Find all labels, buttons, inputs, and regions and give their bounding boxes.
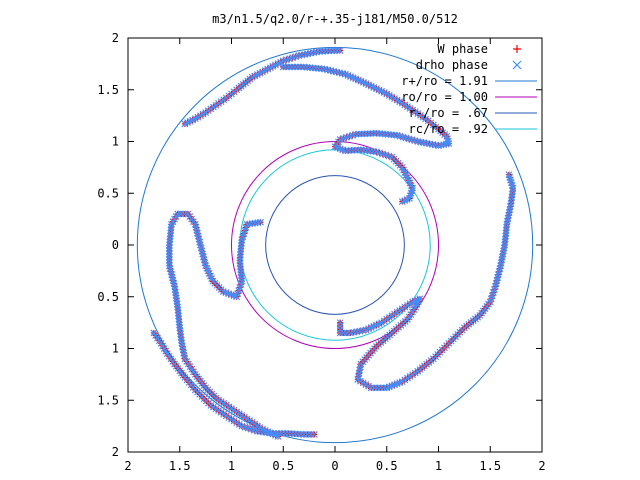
- drho-phase-point: [254, 219, 262, 227]
- drho-phase-point: [361, 130, 368, 138]
- drho-phase-point: [437, 141, 445, 149]
- drho-phase-point: [380, 384, 388, 392]
- drho-phase-point: [324, 47, 332, 55]
- axis-ticks: 2 1.5 1 0.5 0 0.5 1 1.5 221.510.500.511.52: [97, 31, 545, 473]
- drho-phase-point: [442, 140, 450, 148]
- legend: W phase drho phase r+/ro = 1.91 ro/ro = 1.0…: [401, 42, 537, 136]
- reference-circle-2: [265, 175, 405, 315]
- drho-phase-point: [275, 429, 283, 437]
- x-tick-label: 0: [331, 459, 338, 473]
- drho-phase-point: [165, 250, 173, 258]
- drho-phase-point: [355, 130, 363, 138]
- legend-label: ro/ro = 1.00: [401, 90, 488, 104]
- drho-phase-point: [358, 130, 366, 138]
- x-tick-label: 0.5: [376, 459, 398, 473]
- legend-label: r-/ro = .67: [409, 106, 488, 120]
- drho-phase-point: [319, 47, 326, 55]
- drho-phase-point: [333, 47, 341, 54]
- legend-label: W phase: [437, 42, 488, 56]
- x-tick-label: 1: [435, 459, 442, 473]
- drho-phase-point: [443, 132, 451, 140]
- y-tick-label: 0.5: [97, 290, 119, 304]
- drho-phase-point: [297, 63, 305, 71]
- drho-phase-point: [165, 247, 173, 255]
- drho-phase-point: [370, 129, 377, 137]
- x-tick-label: 2: [124, 459, 131, 473]
- drho-phase-point: [272, 429, 280, 437]
- legend-label: r+/ro = 1.91: [401, 74, 488, 88]
- y-tick-label: 0.5: [97, 186, 119, 200]
- drho-phase-point: [445, 140, 453, 147]
- x-tick-label: 1.5: [479, 459, 501, 473]
- drho-phase-point: [281, 429, 289, 437]
- x-tick-label: 1.5: [169, 459, 191, 473]
- drho-phase-point: [243, 220, 251, 228]
- drho-phase-point: [288, 63, 296, 71]
- drho-phase-point: [248, 220, 256, 227]
- y-tick-label: 2: [112, 445, 119, 459]
- drho-phase-point: [278, 429, 286, 437]
- drho-phase-point: [165, 244, 173, 252]
- drho-phase-point: [383, 384, 391, 392]
- y-tick-label: 1.5: [97, 393, 119, 407]
- drho-phase-point: [336, 46, 344, 54]
- x-tick-label: 1: [228, 459, 235, 473]
- drho-phase-point: [269, 429, 277, 437]
- x-tick-label: 0.5: [272, 459, 294, 473]
- data-series: [150, 46, 517, 440]
- drho-phase-point: [181, 120, 189, 128]
- drho-phase-point: [444, 135, 451, 143]
- legend-plus-swatch: [513, 45, 521, 53]
- drho-phase-point: [282, 63, 290, 71]
- reference-circle-3: [239, 149, 431, 341]
- drho-phase-point: [330, 47, 338, 55]
- drho-phase-point: [279, 63, 287, 71]
- drho-phase-point: [370, 384, 378, 392]
- drho-phase-point: [257, 218, 264, 226]
- drho-phase-point: [294, 63, 302, 71]
- drho-phase-point: [440, 141, 448, 149]
- legend-label: rc/ro = .92: [409, 122, 488, 136]
- legend-cross-swatch: [512, 60, 522, 70]
- y-tick-label: 1: [112, 342, 119, 356]
- drho-phase-point: [285, 63, 293, 71]
- x-tick-label: 2: [538, 459, 545, 473]
- drho-phase-point: [246, 220, 254, 228]
- drho-phase-point: [398, 198, 406, 205]
- y-tick-label: 0: [112, 238, 119, 252]
- drho-phase-point: [291, 63, 299, 71]
- y-tick-label: 1.5: [97, 83, 119, 97]
- y-tick-label: 1: [112, 135, 119, 149]
- chart-title: m3/n1.5/q2.0/r-+.35-j181/M50.0/512: [212, 12, 458, 26]
- drho-phase-point: [165, 256, 173, 264]
- drho-phase-point: [310, 430, 318, 438]
- reference-circle-0: [136, 46, 534, 444]
- drho-phase-point: [367, 130, 374, 137]
- drho-phase-point: [327, 47, 335, 55]
- drho-phase-point: [165, 262, 173, 270]
- legend-label: drho phase: [416, 58, 488, 72]
- drho-phase-point: [251, 219, 259, 227]
- y-tick-label: 2: [112, 31, 119, 45]
- drho-phase-point: [374, 384, 381, 392]
- drho-phase-point: [336, 319, 344, 327]
- drho-phase-point: [165, 253, 173, 261]
- reference-circle-1: [231, 141, 439, 349]
- drho-phase-point: [372, 129, 380, 137]
- drho-phase-point: [321, 47, 329, 55]
- drho-phase-point: [165, 259, 173, 267]
- series-drho-phase: [150, 46, 517, 440]
- drho-phase-point: [364, 130, 371, 138]
- drho-phase-point: [377, 384, 384, 392]
